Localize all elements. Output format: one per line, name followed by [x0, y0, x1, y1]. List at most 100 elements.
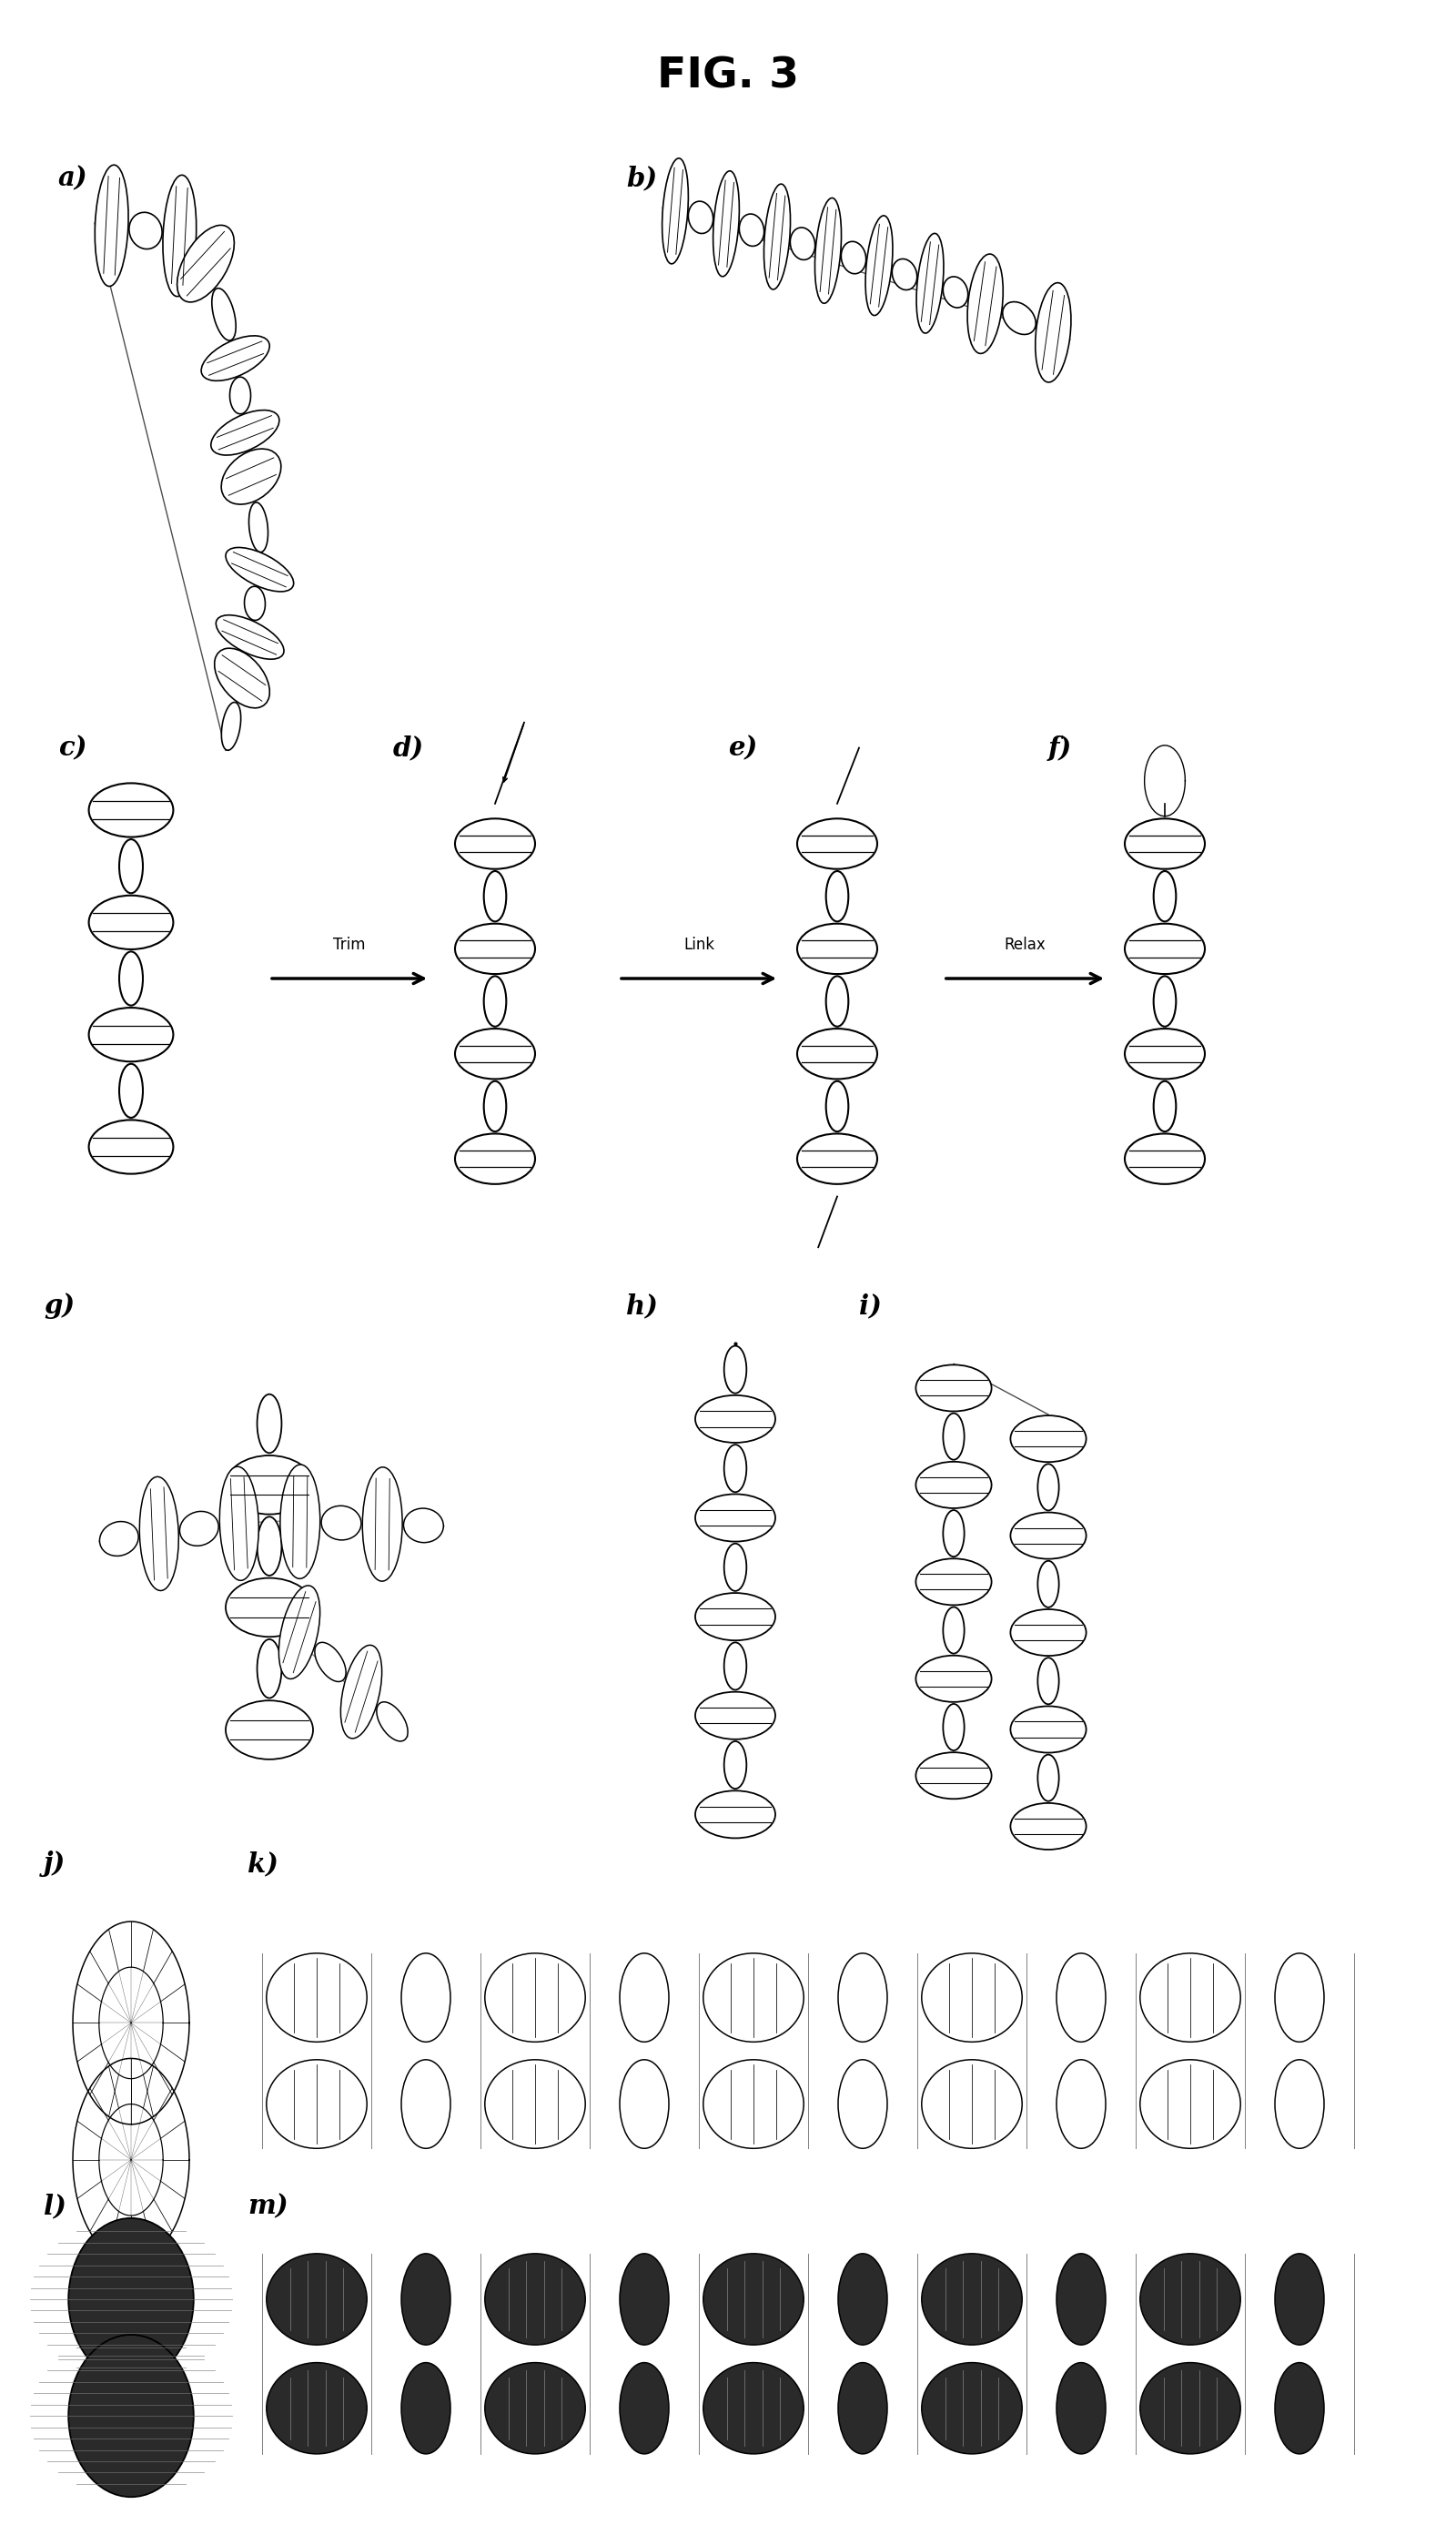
Ellipse shape [724, 1742, 747, 1790]
Ellipse shape [696, 1493, 775, 1541]
Ellipse shape [226, 1701, 313, 1759]
Ellipse shape [130, 213, 162, 248]
Ellipse shape [943, 1607, 964, 1653]
Text: Link: Link [683, 938, 715, 953]
Ellipse shape [724, 1544, 747, 1592]
Ellipse shape [916, 1559, 992, 1605]
Ellipse shape [696, 1790, 775, 1838]
Ellipse shape [826, 1080, 849, 1131]
Ellipse shape [341, 1645, 381, 1739]
Ellipse shape [943, 1704, 964, 1752]
Ellipse shape [258, 1516, 281, 1577]
Ellipse shape [89, 895, 173, 948]
Text: a): a) [58, 165, 87, 190]
Ellipse shape [1035, 284, 1072, 383]
Text: Trim: Trim [333, 938, 365, 953]
Ellipse shape [68, 2218, 194, 2380]
Ellipse shape [1038, 1562, 1059, 1607]
Ellipse shape [266, 2363, 367, 2454]
Ellipse shape [696, 1691, 775, 1739]
Text: b): b) [626, 165, 657, 190]
Ellipse shape [916, 1655, 992, 1701]
Ellipse shape [703, 1952, 804, 2043]
Ellipse shape [1124, 923, 1206, 973]
Ellipse shape [483, 976, 507, 1027]
Text: l): l) [44, 2193, 67, 2218]
Ellipse shape [215, 616, 284, 659]
Ellipse shape [662, 157, 689, 264]
Ellipse shape [402, 1952, 450, 2043]
Ellipse shape [258, 1640, 281, 1698]
Ellipse shape [922, 1952, 1022, 2043]
Ellipse shape [454, 1133, 536, 1184]
Ellipse shape [1010, 1513, 1086, 1559]
Ellipse shape [713, 170, 740, 276]
Ellipse shape [689, 200, 713, 233]
Ellipse shape [314, 1643, 347, 1681]
Ellipse shape [916, 1752, 992, 1800]
Ellipse shape [485, 1952, 585, 2043]
Ellipse shape [724, 1346, 747, 1394]
Ellipse shape [893, 259, 917, 289]
Ellipse shape [119, 839, 143, 892]
Ellipse shape [68, 2335, 194, 2497]
Ellipse shape [696, 1394, 775, 1442]
Ellipse shape [740, 213, 764, 246]
Ellipse shape [211, 411, 280, 456]
Ellipse shape [402, 2363, 450, 2454]
Text: d): d) [393, 735, 424, 760]
Ellipse shape [402, 2058, 450, 2147]
Ellipse shape [201, 335, 269, 380]
Ellipse shape [764, 185, 791, 289]
Ellipse shape [226, 1455, 313, 1513]
Ellipse shape [266, 2058, 367, 2147]
Ellipse shape [922, 2363, 1022, 2454]
Text: f): f) [1048, 735, 1072, 760]
Ellipse shape [1140, 2254, 1241, 2345]
Ellipse shape [826, 872, 849, 923]
Ellipse shape [402, 2254, 450, 2345]
Ellipse shape [454, 923, 536, 973]
Ellipse shape [89, 783, 173, 837]
Ellipse shape [1153, 872, 1176, 923]
Text: k): k) [248, 1851, 278, 1876]
Ellipse shape [1124, 1133, 1206, 1184]
Text: Relax: Relax [1005, 938, 1045, 953]
Ellipse shape [485, 2363, 585, 2454]
Ellipse shape [211, 289, 236, 340]
Ellipse shape [1275, 2058, 1324, 2147]
Ellipse shape [620, 1952, 668, 2043]
Ellipse shape [922, 2254, 1022, 2345]
Text: c): c) [58, 735, 87, 760]
Ellipse shape [140, 1478, 179, 1589]
Ellipse shape [943, 276, 968, 307]
Ellipse shape [620, 2363, 668, 2454]
Ellipse shape [1003, 302, 1035, 335]
Ellipse shape [620, 2254, 668, 2345]
Ellipse shape [221, 449, 281, 504]
Ellipse shape [620, 2058, 668, 2147]
Ellipse shape [696, 1592, 775, 1640]
Ellipse shape [1140, 1952, 1241, 2043]
Ellipse shape [119, 1065, 143, 1118]
Ellipse shape [1010, 1610, 1086, 1655]
Ellipse shape [119, 951, 143, 1006]
Ellipse shape [214, 649, 269, 707]
Ellipse shape [454, 819, 536, 870]
Ellipse shape [220, 1468, 259, 1579]
Ellipse shape [943, 1511, 964, 1556]
Ellipse shape [815, 198, 842, 304]
Text: FIG. 3: FIG. 3 [657, 56, 799, 96]
Ellipse shape [916, 1364, 992, 1412]
Ellipse shape [1038, 1658, 1059, 1704]
Ellipse shape [245, 586, 265, 621]
Ellipse shape [95, 165, 128, 286]
Ellipse shape [483, 1080, 507, 1131]
Ellipse shape [1057, 2254, 1105, 2345]
Ellipse shape [1057, 1952, 1105, 2043]
Ellipse shape [179, 1511, 218, 1546]
Ellipse shape [798, 1029, 877, 1080]
Ellipse shape [99, 1521, 138, 1556]
Ellipse shape [724, 1643, 747, 1691]
Ellipse shape [916, 1463, 992, 1508]
